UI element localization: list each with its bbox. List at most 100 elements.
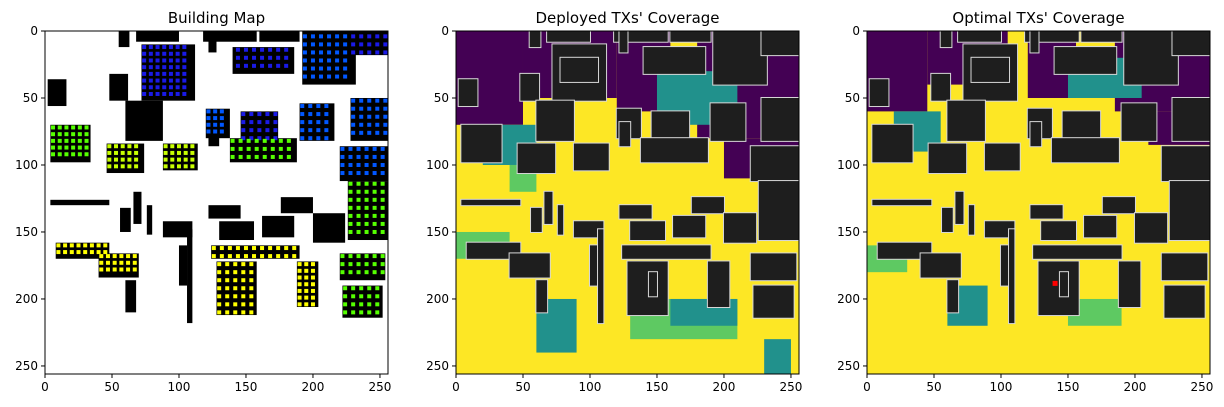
transmitter-marker (380, 154, 385, 159)
transmitter-marker (176, 157, 181, 162)
transmitter-marker (148, 85, 153, 90)
transmitter-marker (175, 65, 180, 70)
building (931, 73, 951, 101)
building (280, 197, 313, 214)
transmitter-marker (383, 98, 388, 103)
transmitter-marker (235, 47, 240, 52)
transmitter-marker (380, 221, 385, 226)
transmitter-marker (356, 221, 361, 226)
transmitter-marker (168, 65, 173, 70)
transmitter-marker (56, 250, 61, 255)
transmitter-marker (380, 254, 385, 259)
transmitter-marker (304, 295, 309, 300)
building (509, 253, 550, 278)
transmitter-marker (241, 278, 246, 283)
transmitter-marker (276, 246, 281, 251)
building (955, 191, 964, 224)
transmitter-marker (249, 310, 254, 315)
y-tick-label: 250 (15, 359, 38, 373)
transmitter-marker (300, 112, 305, 117)
transmitter-marker (252, 47, 257, 52)
building (118, 31, 130, 48)
transmitter-marker (233, 310, 238, 315)
transmitter-marker (297, 288, 302, 293)
transmitter-marker (304, 288, 309, 293)
transmitter-marker (56, 243, 61, 248)
building (125, 280, 137, 313)
transmitter-marker (105, 254, 110, 259)
transmitter-marker (284, 55, 289, 60)
transmitter-marker (155, 58, 160, 63)
transmitter-marker (286, 138, 291, 143)
x-tick-label: 50 (104, 380, 119, 394)
building (1118, 261, 1141, 308)
transmitter-marker (316, 136, 321, 141)
transmitter-marker (380, 181, 385, 186)
transmitter-marker (64, 138, 69, 143)
transmitter-marker (356, 205, 361, 210)
transmitter-marker (77, 132, 82, 137)
building (1009, 229, 1015, 324)
building (1134, 213, 1168, 243)
transmitter-marker (246, 146, 251, 151)
transmitter-marker (359, 50, 364, 55)
y-tick-label: 100 (15, 158, 38, 172)
transmitter-marker (127, 150, 132, 155)
transmitter-marker (252, 254, 257, 259)
transmitter-marker (71, 138, 76, 143)
transmitter-marker (257, 136, 262, 141)
transmitter-marker (268, 246, 273, 251)
transmitter-marker (372, 221, 377, 226)
transmitter-marker (249, 120, 254, 125)
building (691, 197, 724, 214)
transmitter-marker (270, 138, 275, 143)
transmitter-marker (351, 114, 356, 119)
transmitter-marker (238, 138, 243, 143)
building (750, 253, 797, 281)
transmitter-marker (163, 164, 168, 169)
transmitter-marker (219, 254, 224, 259)
building (877, 242, 932, 259)
transmitter-marker (356, 254, 361, 259)
transmitter-marker (348, 270, 353, 275)
transmitter-marker (206, 116, 211, 121)
transmitter-marker (142, 65, 147, 70)
transmitter-marker (107, 144, 112, 149)
transmitter-marker (168, 45, 173, 50)
transmitter-marker (351, 302, 356, 307)
heatmap-image (456, 31, 799, 374)
transmitter-marker (64, 145, 69, 150)
building (942, 207, 953, 232)
transmitter-marker (364, 213, 369, 218)
transmitter-marker (343, 74, 348, 79)
transmitter-marker (206, 122, 211, 127)
transmitter-marker (380, 146, 385, 151)
x-tick-label: 250 (369, 380, 392, 394)
building (619, 31, 628, 53)
transmitter-marker (211, 254, 216, 259)
transmitter-marker (230, 146, 235, 151)
transmitter-marker (155, 78, 160, 83)
transmitter-marker (190, 157, 195, 162)
building (648, 272, 657, 297)
building (1030, 122, 1042, 147)
transmitter-marker (71, 125, 76, 130)
transmitter-marker (359, 130, 364, 135)
transmitter-marker (278, 154, 283, 159)
transmitter-marker (348, 146, 353, 151)
transmitter-marker (364, 205, 369, 210)
transmitter-marker (319, 74, 324, 79)
transmitter-marker (359, 34, 364, 39)
transmitter-marker (233, 286, 238, 291)
transmitter-marker (324, 128, 329, 133)
transmitter-marker (64, 125, 69, 130)
transmitter-marker (372, 262, 377, 267)
transmitter-marker (310, 302, 315, 307)
transmitter-marker (243, 47, 248, 52)
transmitter-marker (297, 302, 302, 307)
transmitter-marker (356, 270, 361, 275)
transmitter-marker (249, 136, 254, 141)
transmitter-marker (176, 164, 181, 169)
transmitter-marker (364, 197, 369, 202)
transmitter-marker (69, 243, 74, 248)
